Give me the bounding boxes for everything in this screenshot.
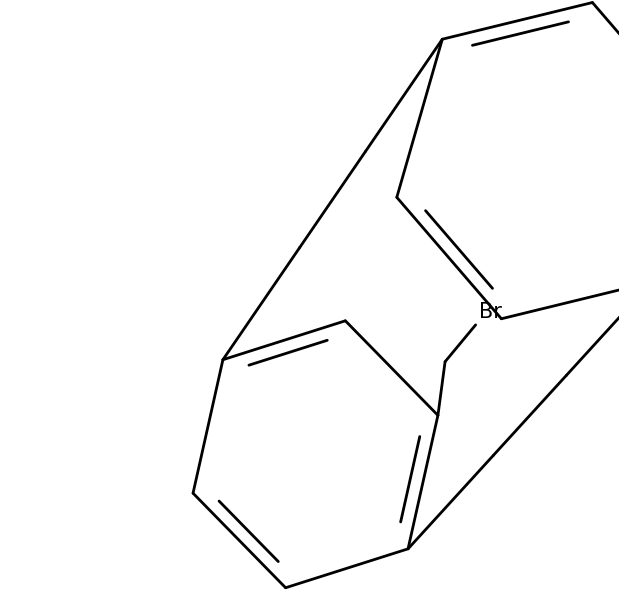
Text: Br: Br (478, 302, 502, 322)
